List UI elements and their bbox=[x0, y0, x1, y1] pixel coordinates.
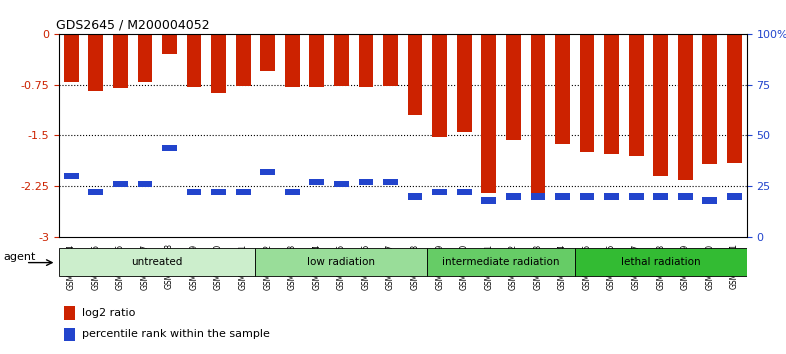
Bar bbox=[481, 34, 496, 193]
Bar bbox=[678, 34, 692, 179]
Bar bbox=[432, 34, 447, 137]
FancyBboxPatch shape bbox=[255, 248, 428, 276]
FancyBboxPatch shape bbox=[59, 248, 255, 276]
Text: log2 ratio: log2 ratio bbox=[82, 308, 135, 318]
Bar bbox=[678, 193, 692, 200]
Bar bbox=[88, 189, 103, 195]
Bar bbox=[310, 179, 324, 185]
Bar bbox=[555, 34, 570, 144]
Bar bbox=[285, 189, 299, 195]
Bar bbox=[457, 189, 472, 195]
Text: agent: agent bbox=[3, 252, 35, 262]
Bar bbox=[481, 198, 496, 204]
Bar bbox=[138, 34, 152, 82]
Bar bbox=[334, 34, 349, 86]
Bar bbox=[408, 193, 423, 200]
Bar bbox=[162, 144, 177, 151]
Bar bbox=[703, 198, 717, 204]
Bar bbox=[555, 193, 570, 200]
Bar bbox=[334, 181, 349, 187]
Bar bbox=[579, 193, 594, 200]
Bar bbox=[211, 189, 226, 195]
Bar bbox=[236, 189, 251, 195]
Bar bbox=[186, 189, 201, 195]
Bar bbox=[310, 34, 324, 86]
Bar bbox=[383, 34, 398, 86]
Bar bbox=[64, 173, 79, 179]
Bar bbox=[727, 193, 742, 200]
Bar bbox=[162, 34, 177, 54]
Bar bbox=[186, 34, 201, 86]
Bar bbox=[113, 34, 127, 88]
Bar bbox=[604, 34, 619, 154]
Bar bbox=[236, 34, 251, 86]
Bar bbox=[88, 34, 103, 91]
FancyBboxPatch shape bbox=[575, 248, 747, 276]
Bar bbox=[506, 193, 520, 200]
Bar bbox=[703, 34, 717, 164]
Bar bbox=[457, 34, 472, 132]
Bar bbox=[629, 34, 644, 156]
FancyBboxPatch shape bbox=[428, 248, 575, 276]
Bar bbox=[531, 193, 545, 200]
Bar bbox=[285, 34, 299, 86]
Bar bbox=[653, 34, 668, 176]
Bar bbox=[260, 34, 275, 71]
Bar bbox=[727, 34, 742, 162]
Bar bbox=[506, 34, 520, 140]
Text: percentile rank within the sample: percentile rank within the sample bbox=[82, 330, 270, 339]
Bar bbox=[64, 307, 75, 320]
Bar bbox=[64, 327, 75, 341]
Bar bbox=[653, 193, 668, 200]
Bar bbox=[408, 34, 423, 115]
Text: lethal radiation: lethal radiation bbox=[621, 257, 700, 267]
Bar bbox=[138, 181, 152, 187]
Text: intermediate radiation: intermediate radiation bbox=[443, 257, 560, 267]
Bar bbox=[113, 181, 127, 187]
Bar bbox=[579, 34, 594, 152]
Text: low radiation: low radiation bbox=[307, 257, 376, 267]
Text: untreated: untreated bbox=[131, 257, 183, 267]
Bar bbox=[358, 179, 373, 185]
Bar bbox=[64, 34, 79, 82]
Text: GDS2645 / M200004052: GDS2645 / M200004052 bbox=[56, 18, 209, 31]
Bar bbox=[531, 34, 545, 195]
Bar bbox=[260, 169, 275, 175]
Bar bbox=[358, 34, 373, 86]
Bar bbox=[432, 189, 447, 195]
Bar bbox=[629, 193, 644, 200]
Bar bbox=[211, 34, 226, 93]
Bar bbox=[604, 193, 619, 200]
Bar bbox=[383, 179, 398, 185]
